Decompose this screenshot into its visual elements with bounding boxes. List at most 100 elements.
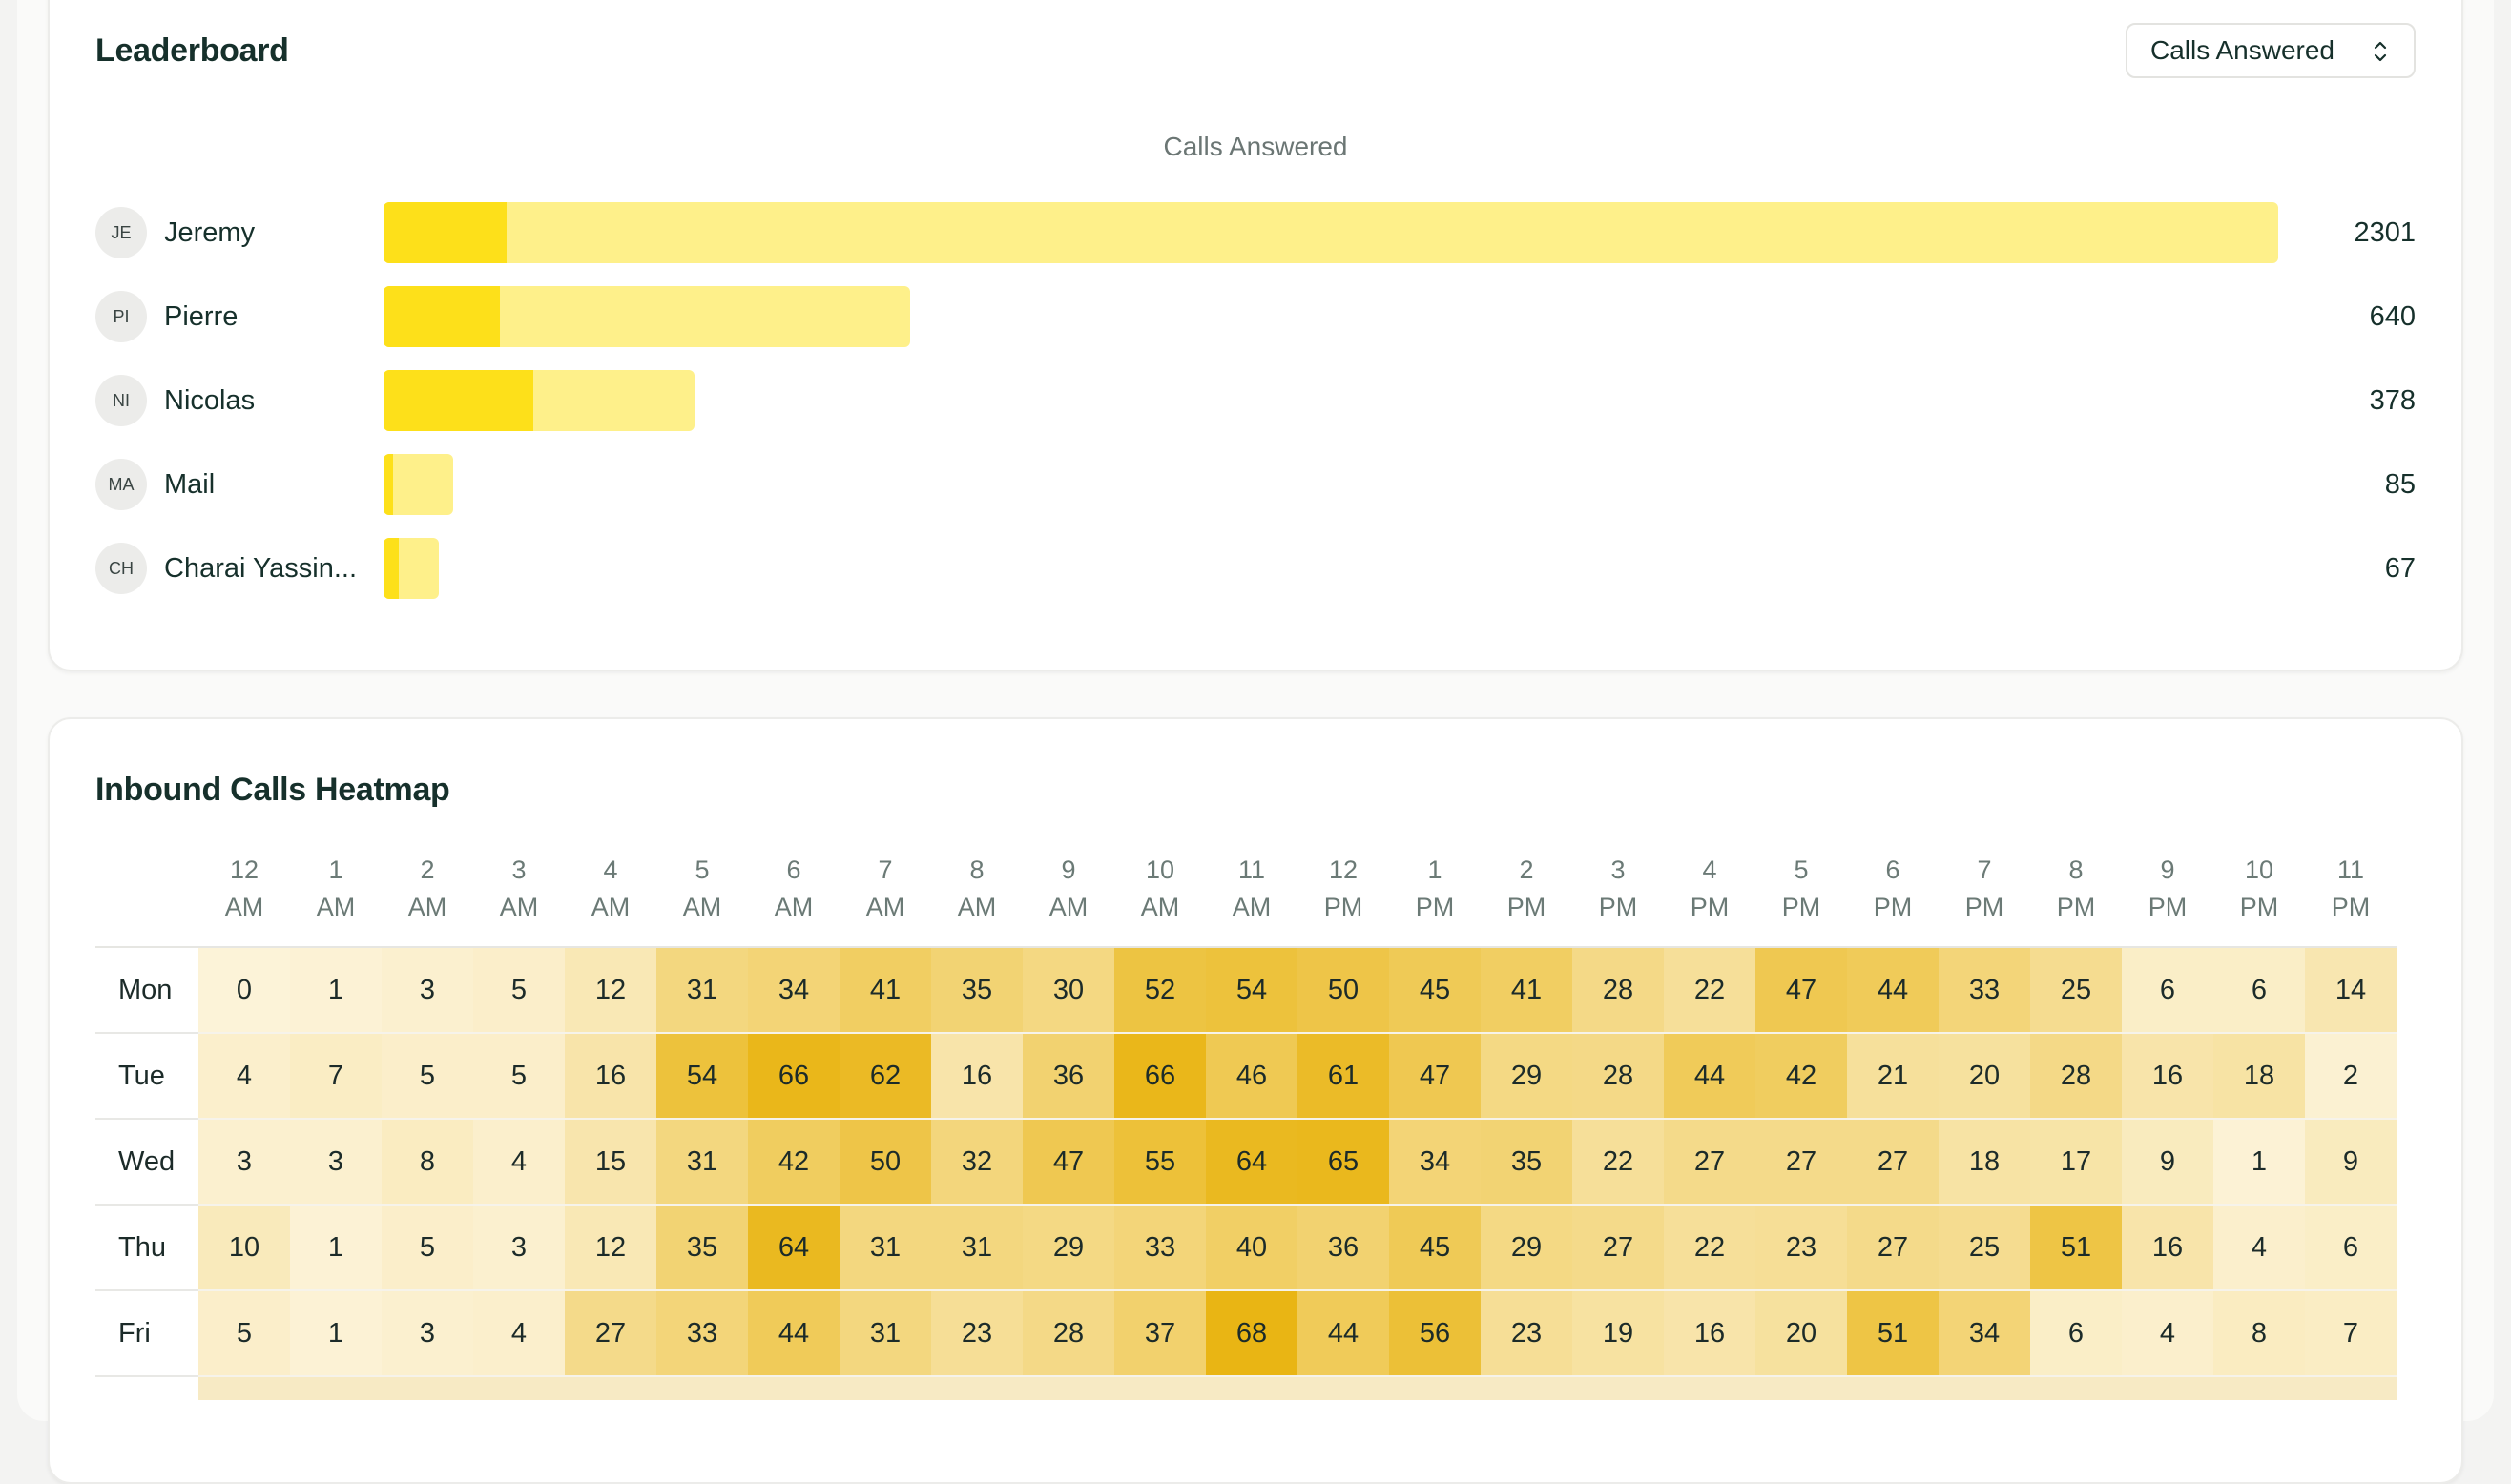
heatmap-cell: 9 [2122,1118,2213,1205]
agent-value: 85 [2384,469,2416,500]
agent-name: Mail [164,469,216,500]
leaderboard-row: MA Mail 85 [95,454,2416,517]
hour-period: PM [2148,893,2188,921]
heatmap-cell: 35 [1481,1118,1572,1205]
leaderboard-row: CH Charai Yassin... 67 [95,538,2416,601]
hour-period: PM [1323,893,1363,921]
heatmap-cell: 33 [1939,946,2030,1033]
heatmap-cell: 36 [1023,1032,1114,1119]
heatmap-cell: 29 [1481,1204,1572,1290]
day-label: Fri [95,1289,198,1376]
hour-header: 2 PM [1481,832,1572,947]
heatmap-cell: 1 [290,1289,382,1376]
heatmap-row: Mon 0 1 3 5 12 31 34 41 35 30 52 54 50 45 41 28 22 47 44 33 2… [95,946,2397,1033]
hour-period: PM [2239,893,2279,921]
bar-total [384,286,910,347]
heatmap-cell: 9 [2305,1118,2397,1205]
heatmap-cell: 54 [1206,946,1297,1033]
hour-number: 12 [1328,855,1359,884]
heatmap-cell: 6 [2305,1204,2397,1290]
heatmap-cell: 5 [473,1032,565,1119]
hour-header: 7 AM [840,832,931,947]
heatmap-cell: 51 [2030,1204,2122,1290]
heatmap-row: Wed 3 3 8 4 15 31 42 50 32 47 55 64 65 34 35 22 27 27 27 18 1… [95,1118,2397,1205]
heatmap-cell: 27 [1847,1204,1939,1290]
agent-name: Nicolas [164,385,256,416]
heatmap-cell: 20 [1939,1032,2030,1119]
page: Leaderboard Calls Answered Calls Answere… [17,0,2494,1484]
heatmap-cell [1572,1375,1664,1400]
chevron-up-down-icon [2374,41,2387,62]
hour-header: 2 AM [382,832,473,947]
hour-period: AM [865,893,905,921]
heatmap-cell: 6 [2122,946,2213,1033]
heatmap-cell: 1 [290,946,382,1033]
avatar: CH [95,543,147,594]
leaderboard-row: JE Jeremy 2301 [95,202,2416,265]
hour-header: 3 AM [473,832,565,947]
heatmap-cell: 22 [1664,946,1755,1033]
bar-total [384,454,453,515]
heatmap-cell: 50 [1297,946,1389,1033]
heatmap-cell [931,1375,1023,1400]
hour-number: 7 [1977,855,1992,884]
hour-period: PM [1506,893,1546,921]
heatmap-cell: 15 [565,1118,656,1205]
heatmap-cell: 12 [565,1204,656,1290]
hour-period: AM [1140,893,1180,921]
heatmap-cell: 64 [1206,1118,1297,1205]
heatmap-cell: 44 [1847,946,1939,1033]
bar-highlight [384,286,500,347]
hour-header: 6 AM [748,832,840,947]
heatmap-cell: 12 [565,946,656,1033]
hour-header: 10 AM [1114,832,1206,947]
heatmap-cell [2305,1375,2397,1400]
heatmap-cell: 6 [2030,1289,2122,1376]
heatmap-cell: 18 [2213,1032,2305,1119]
heatmap-cell: 55 [1114,1118,1206,1205]
heatmap-cell: 7 [2305,1289,2397,1376]
hour-number: 10 [1145,855,1175,884]
agent-name: Jeremy [164,217,256,248]
heatmap-cell: 5 [382,1204,473,1290]
heatmap-cell: 8 [382,1118,473,1205]
metric-select[interactable]: Calls Answered [2126,23,2416,78]
heatmap-cell: 4 [473,1289,565,1376]
heatmap-cell: 44 [748,1289,840,1376]
hour-header: 3 PM [1572,832,1664,947]
heatmap-cell: 16 [2122,1204,2213,1290]
heatmap-header-row: 12 AM 1 AM 2 AM 3 AM 4 AM 5 AM 6 AM 7 AM 8 AM 9 AM 10 AM 11 AM 1… [95,832,2397,947]
bar-highlight [384,370,533,431]
hour-period: PM [1964,893,2004,921]
heatmap-cell: 31 [656,1118,748,1205]
heatmap-cell: 3 [290,1118,382,1205]
heatmap-cell: 5 [198,1289,290,1376]
hour-period: AM [774,893,814,921]
hour-period: PM [1598,893,1638,921]
heatmap-cell: 5 [382,1032,473,1119]
leaderboard-row: PI Pierre 640 [95,286,2416,349]
heatmap-cell: 16 [565,1032,656,1119]
heatmap-cell [2030,1375,2122,1400]
heatmap-cell: 3 [198,1118,290,1205]
heatmap-cell: 34 [1389,1118,1481,1205]
heatmap-cell: 29 [1481,1032,1572,1119]
agent-value: 378 [2369,385,2416,416]
heatmap-cell: 4 [2213,1204,2305,1290]
day-label: Mon [95,946,198,1033]
heatmap-cell: 29 [1023,1204,1114,1290]
heatmap-cell: 18 [1939,1118,2030,1205]
heatmap-cell [1664,1375,1755,1400]
heatmap-cell [1023,1375,1114,1400]
bar-highlight [384,202,507,263]
heatmap-cell: 44 [1297,1289,1389,1376]
hour-period: AM [224,893,264,921]
hour-period: AM [1232,893,1272,921]
day-label: Thu [95,1204,198,1290]
heatmap-cell [1297,1375,1389,1400]
heatmap-cell: 21 [1847,1032,1939,1119]
heatmap-cell [1481,1375,1572,1400]
heatmap-cell: 22 [1572,1118,1664,1205]
hour-header: 1 PM [1389,832,1481,947]
heatmap-cell [2122,1375,2213,1400]
